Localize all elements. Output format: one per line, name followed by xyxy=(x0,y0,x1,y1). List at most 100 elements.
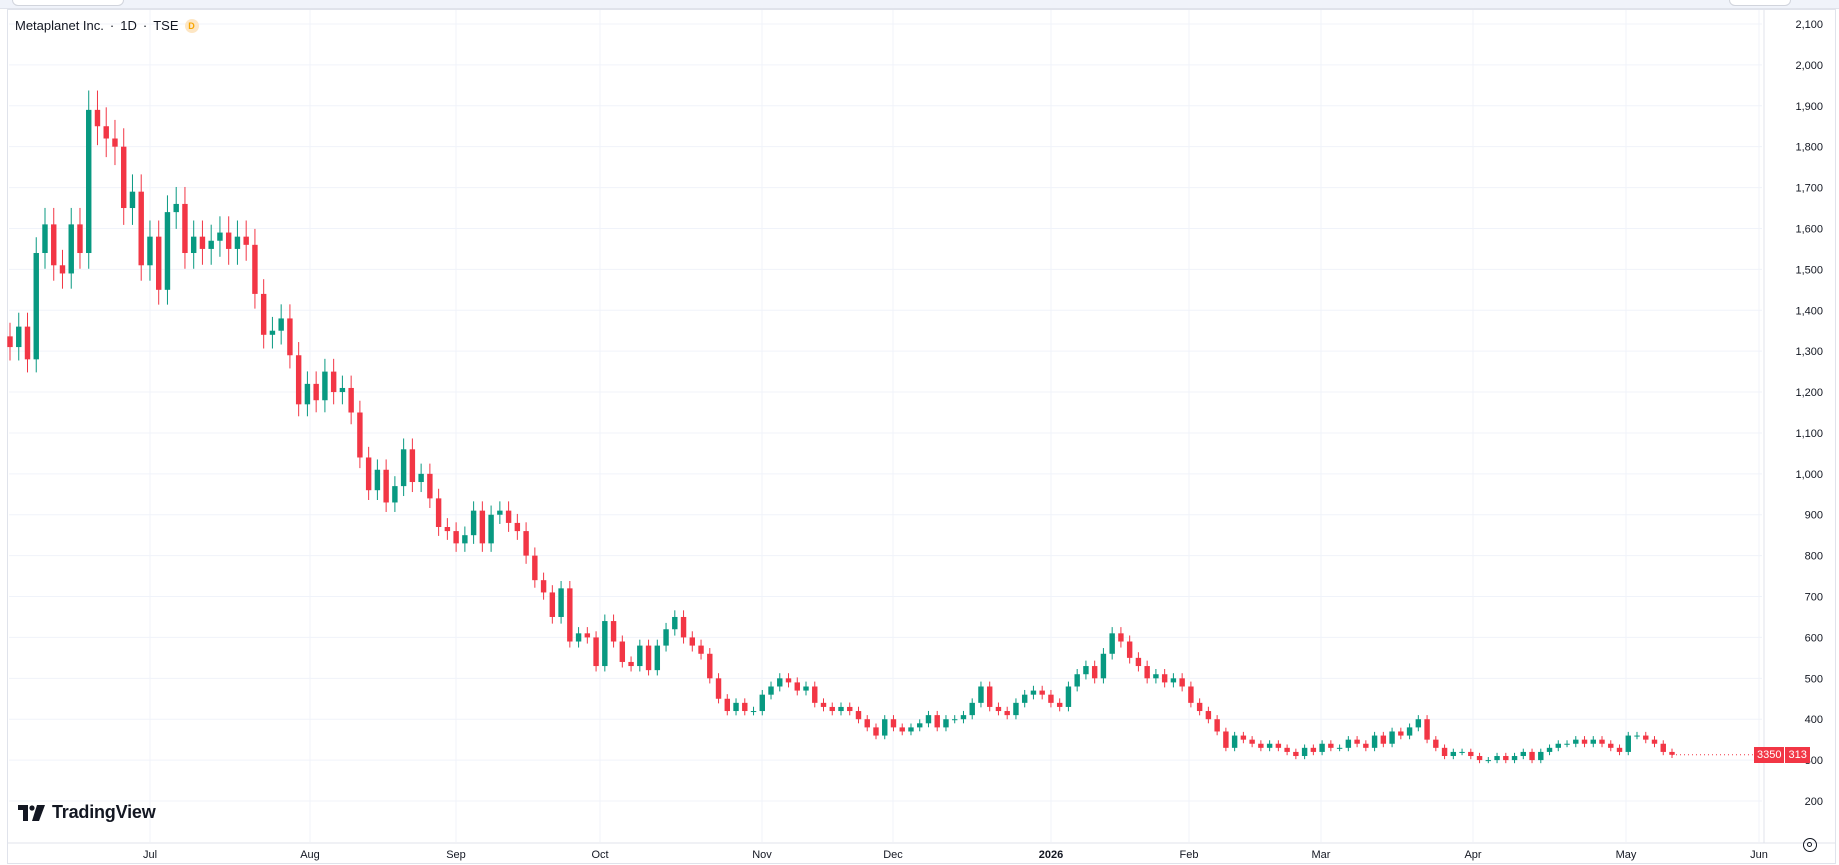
candle-body xyxy=(1205,711,1212,720)
candle-body xyxy=(969,702,975,716)
candle-body xyxy=(1048,694,1054,703)
delayed-data-badge[interactable]: D xyxy=(184,18,199,33)
candle xyxy=(960,710,967,724)
candle-body xyxy=(715,678,722,699)
exchange-label: TSE xyxy=(153,18,179,33)
candle xyxy=(969,698,975,720)
candle-body xyxy=(1450,751,1457,757)
candle xyxy=(1599,736,1605,748)
candlestick-series xyxy=(7,90,1762,764)
symbol-name[interactable]: Metaplanet Inc. xyxy=(15,18,104,33)
candle xyxy=(51,207,57,281)
candle-body xyxy=(1004,711,1010,716)
tradingview-logo[interactable]: TradingView xyxy=(18,802,156,823)
candle-body xyxy=(1599,739,1605,744)
candle-body xyxy=(1056,702,1063,707)
candle-body xyxy=(1310,747,1317,752)
candle-body xyxy=(1345,739,1352,748)
candle xyxy=(68,207,74,289)
candle-body xyxy=(558,588,564,617)
legend-separator: · xyxy=(142,18,148,33)
candle-body xyxy=(514,522,521,532)
candle-body xyxy=(1196,702,1203,712)
candle xyxy=(1468,748,1474,760)
candle xyxy=(427,463,433,508)
candle xyxy=(374,459,381,501)
candle xyxy=(1660,740,1666,756)
candle xyxy=(243,220,249,261)
brand-name: TradingView xyxy=(52,802,156,822)
candle xyxy=(689,631,696,652)
candle xyxy=(1223,727,1229,752)
candle xyxy=(234,220,241,265)
candle-body xyxy=(1651,739,1658,744)
candle xyxy=(934,710,940,732)
candle xyxy=(882,715,888,740)
candle-body xyxy=(121,146,127,209)
candle-body xyxy=(330,371,337,393)
candle-body xyxy=(602,621,608,667)
x-tick-label: 2026 xyxy=(1039,849,1063,861)
candle xyxy=(1494,752,1500,764)
candle xyxy=(1214,715,1220,736)
candle xyxy=(1310,744,1317,756)
candle-body xyxy=(1013,702,1019,716)
candle-body xyxy=(505,510,512,523)
candle-body xyxy=(698,645,704,654)
gear-icon[interactable] xyxy=(1803,838,1817,852)
candle-body xyxy=(1118,633,1124,642)
candle xyxy=(1651,736,1658,748)
candle xyxy=(838,702,844,716)
y-tick-label: 1,400 xyxy=(1795,305,1823,317)
candle xyxy=(873,723,879,740)
candle xyxy=(94,90,101,146)
candle-body xyxy=(348,387,354,413)
candle xyxy=(129,174,136,225)
candle xyxy=(733,698,739,716)
candle xyxy=(1590,736,1596,748)
y-tick-label: 700 xyxy=(1805,592,1823,604)
candle xyxy=(855,706,862,724)
interval-label[interactable]: 1D xyxy=(120,18,137,33)
x-tick-label: Feb xyxy=(1180,849,1199,861)
candle xyxy=(462,526,468,552)
candle-body xyxy=(1319,743,1325,752)
candle xyxy=(715,673,722,704)
candle xyxy=(785,673,792,688)
candle xyxy=(1389,727,1395,748)
y-tick-label: 1,300 xyxy=(1795,346,1823,358)
candle xyxy=(925,710,932,728)
candle xyxy=(252,228,258,309)
candle-body xyxy=(759,694,765,712)
candle xyxy=(1161,669,1168,688)
candle-body xyxy=(1555,743,1561,748)
candle xyxy=(287,304,293,369)
candle-body xyxy=(1616,747,1623,752)
candle xyxy=(1030,685,1037,700)
candle xyxy=(164,195,171,305)
candle xyxy=(1091,660,1098,684)
chart-legend[interactable]: Metaplanet Inc. · 1D · TSE D xyxy=(15,18,199,33)
candle-body xyxy=(260,293,267,335)
candle xyxy=(190,220,197,269)
candle-body xyxy=(1660,743,1666,752)
candle-body xyxy=(908,727,914,732)
y-tick-label: 1,100 xyxy=(1795,428,1823,440)
candle xyxy=(322,358,328,413)
candle-body xyxy=(663,629,669,646)
candle-body xyxy=(269,330,276,335)
candle-body xyxy=(1546,747,1553,752)
y-tick-label: 1,000 xyxy=(1795,469,1823,481)
candle-body xyxy=(575,633,582,642)
candle-body xyxy=(672,616,678,630)
x-tick-label: Oct xyxy=(591,849,608,861)
candle xyxy=(453,522,459,552)
candle xyxy=(1424,715,1430,744)
candle-body xyxy=(173,203,179,213)
candle-body xyxy=(234,236,241,249)
candle-body xyxy=(820,702,827,707)
candle-body xyxy=(1398,731,1404,736)
candle xyxy=(1301,744,1308,760)
y-axis: 2,100 2,000 1,900 1,800 1,700 1,600 1,500 1,400… xyxy=(1795,19,1823,808)
